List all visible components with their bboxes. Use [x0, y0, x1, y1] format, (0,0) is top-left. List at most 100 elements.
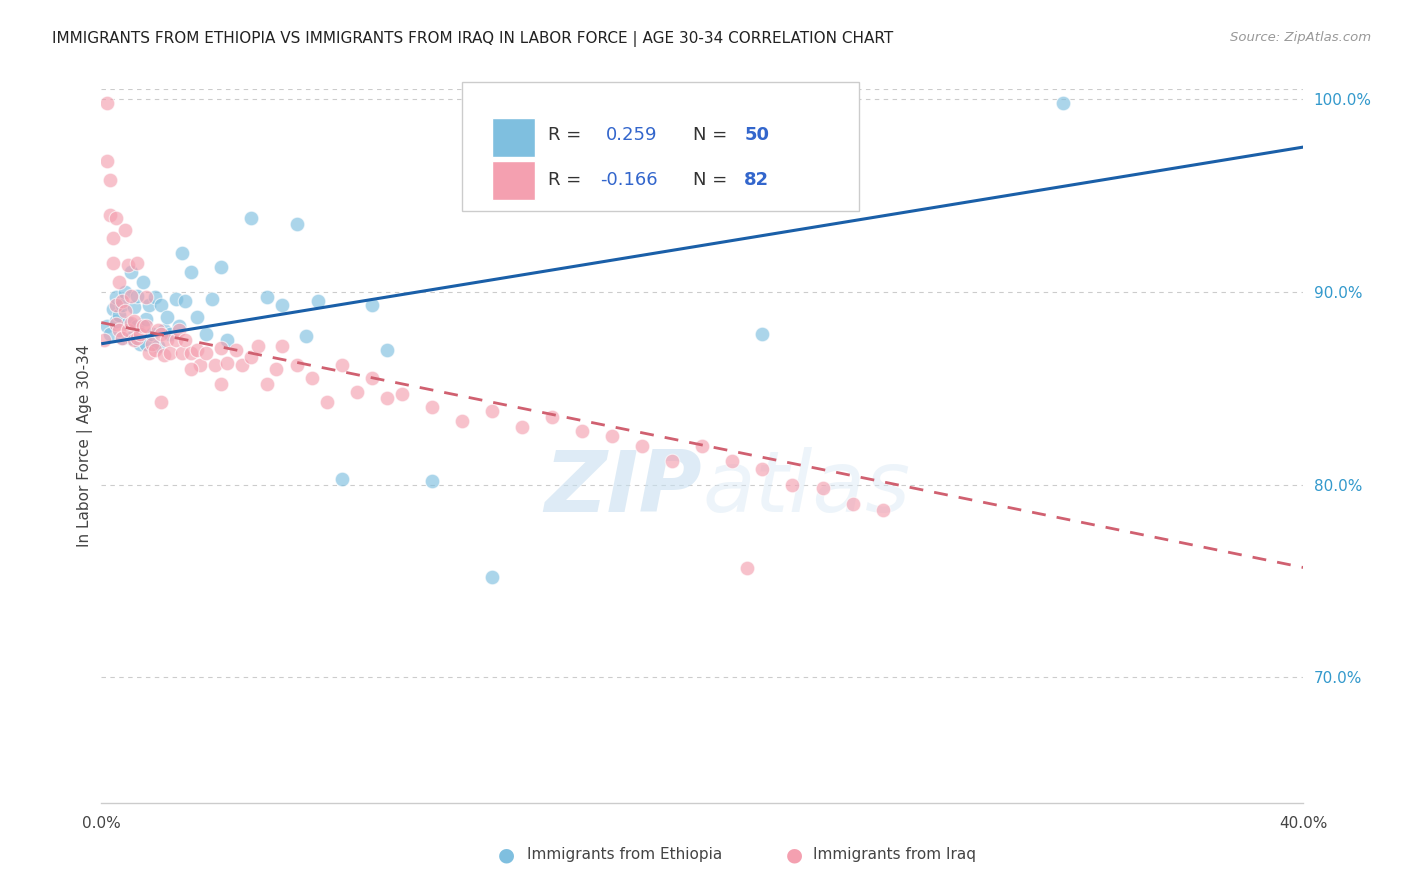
Point	[211, 377, 233, 392]
Point	[105, 318, 128, 332]
FancyBboxPatch shape	[492, 118, 536, 157]
Point	[117, 323, 139, 337]
Point	[114, 223, 136, 237]
Point	[375, 391, 398, 405]
Point	[420, 401, 443, 415]
Point	[541, 410, 564, 425]
Y-axis label: In Labor Force | Age 30-34: In Labor Force | Age 30-34	[77, 344, 93, 548]
Point	[120, 265, 142, 279]
Point	[141, 327, 163, 342]
Point	[360, 298, 382, 312]
Point	[315, 394, 337, 409]
Point	[120, 331, 142, 345]
Point	[103, 301, 125, 316]
Point	[124, 313, 146, 327]
Point	[105, 298, 128, 312]
Text: -0.166: -0.166	[600, 171, 658, 189]
Point	[120, 316, 142, 330]
Text: ●: ●	[498, 845, 515, 864]
Point	[138, 346, 160, 360]
Point	[294, 329, 316, 343]
Point	[360, 371, 382, 385]
Point	[148, 323, 170, 337]
Point	[127, 319, 149, 334]
Point	[420, 474, 443, 488]
Point	[96, 153, 118, 168]
Point	[143, 343, 166, 357]
Point	[751, 462, 773, 476]
Point	[195, 346, 218, 360]
Point	[111, 331, 134, 345]
Point	[129, 336, 152, 351]
Text: R =: R =	[548, 171, 588, 189]
Point	[165, 293, 187, 307]
Point	[301, 371, 323, 385]
Point	[180, 362, 202, 376]
Point	[180, 265, 202, 279]
Point	[127, 256, 149, 270]
Point	[105, 211, 128, 226]
Point	[111, 331, 134, 345]
Point	[96, 95, 118, 110]
Point	[330, 358, 353, 372]
Point	[451, 414, 474, 428]
Point	[375, 343, 398, 357]
Point	[124, 300, 146, 314]
Text: 50: 50	[744, 127, 769, 145]
Point	[481, 570, 503, 584]
Point	[240, 351, 263, 365]
Point	[103, 256, 125, 270]
Point	[190, 358, 212, 372]
Point	[246, 339, 269, 353]
Point	[186, 343, 208, 357]
Point	[231, 358, 253, 372]
Text: ZIP: ZIP	[544, 447, 703, 531]
Point	[510, 419, 533, 434]
Point	[93, 333, 115, 347]
Point	[111, 298, 134, 312]
Point	[204, 358, 226, 372]
Point	[782, 477, 804, 491]
Point	[172, 246, 194, 260]
Text: Immigrants from Iraq: Immigrants from Iraq	[813, 847, 976, 862]
Point	[159, 327, 181, 342]
Text: atlas: atlas	[703, 447, 910, 531]
Text: ●: ●	[786, 845, 803, 864]
Point	[391, 387, 413, 401]
Point	[127, 331, 149, 345]
Point	[108, 308, 131, 322]
Point	[217, 356, 239, 370]
Point	[737, 560, 759, 574]
Point	[256, 377, 278, 392]
Point	[105, 291, 128, 305]
Point	[132, 319, 155, 334]
Point	[571, 424, 593, 438]
Point	[132, 275, 155, 289]
Point	[172, 346, 194, 360]
Point	[156, 333, 179, 347]
Point	[285, 217, 308, 231]
Point	[240, 211, 263, 226]
Point	[114, 304, 136, 318]
Point	[150, 298, 173, 312]
Point	[129, 327, 152, 342]
Point	[169, 319, 191, 334]
Point	[117, 316, 139, 330]
Point	[872, 502, 894, 516]
Point	[150, 327, 173, 342]
Point	[153, 348, 176, 362]
Point	[270, 339, 292, 353]
Point	[600, 429, 623, 443]
Point	[330, 472, 353, 486]
Point	[153, 323, 176, 337]
Text: N =: N =	[693, 127, 733, 145]
Point	[135, 319, 157, 334]
Point	[135, 336, 157, 351]
Point	[98, 173, 121, 187]
FancyBboxPatch shape	[492, 161, 536, 200]
Point	[143, 291, 166, 305]
Point	[124, 333, 146, 347]
Text: 82: 82	[744, 171, 769, 189]
Text: Source: ZipAtlas.com: Source: ZipAtlas.com	[1230, 31, 1371, 45]
Point	[127, 288, 149, 302]
